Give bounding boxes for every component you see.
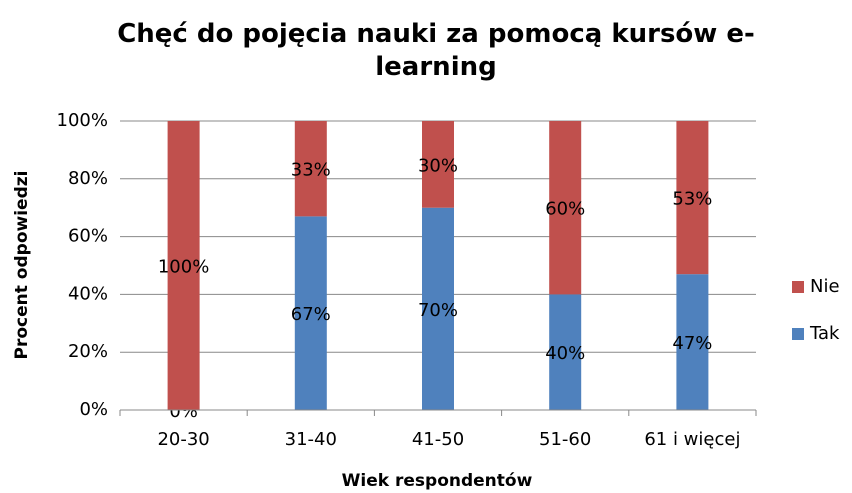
x-tick-label: 61 i więcej — [644, 429, 740, 450]
data-label: 30% — [418, 155, 458, 176]
y-tick-label: 80% — [68, 168, 108, 189]
data-label: 40% — [545, 343, 585, 364]
y-axis-label: Procent odpowiedzi — [12, 171, 32, 360]
x-tick-label: 31-40 — [285, 429, 337, 450]
legend-label: Nie — [810, 276, 840, 297]
legend-swatch — [792, 328, 804, 340]
bar-segment — [676, 274, 709, 410]
bar-segment — [422, 121, 454, 208]
data-label: 53% — [672, 189, 712, 210]
bar-segment — [294, 216, 327, 410]
y-tick-label: 100% — [57, 110, 108, 131]
bar-segment — [167, 121, 200, 410]
bar-segment — [676, 121, 709, 275]
x-axis-label: Wiek respondentów — [342, 471, 533, 491]
data-label: 33% — [291, 160, 331, 181]
data-label: 67% — [291, 304, 331, 325]
data-label: 47% — [672, 333, 712, 354]
x-tick-label: 51-60 — [539, 429, 591, 450]
y-tick-label: 40% — [68, 283, 108, 304]
legend-label: Tak — [809, 323, 840, 344]
bar-segment — [549, 294, 582, 410]
data-label: 70% — [418, 300, 458, 321]
x-tick-label: 41-50 — [412, 429, 464, 450]
data-label: 60% — [545, 199, 585, 220]
data-label: 100% — [158, 257, 209, 278]
legend-swatch — [792, 281, 804, 293]
chart-title: Chęć do pojęcia nauki za pomocą kursów e… — [117, 19, 755, 82]
y-tick-label: 0% — [79, 399, 108, 420]
y-tick-label: 20% — [68, 341, 108, 362]
bar-segment — [549, 121, 582, 295]
bar-segment — [294, 121, 327, 217]
x-tick-label: 20-30 — [157, 429, 209, 450]
bar-segment — [422, 207, 454, 410]
y-tick-label: 60% — [68, 226, 108, 247]
